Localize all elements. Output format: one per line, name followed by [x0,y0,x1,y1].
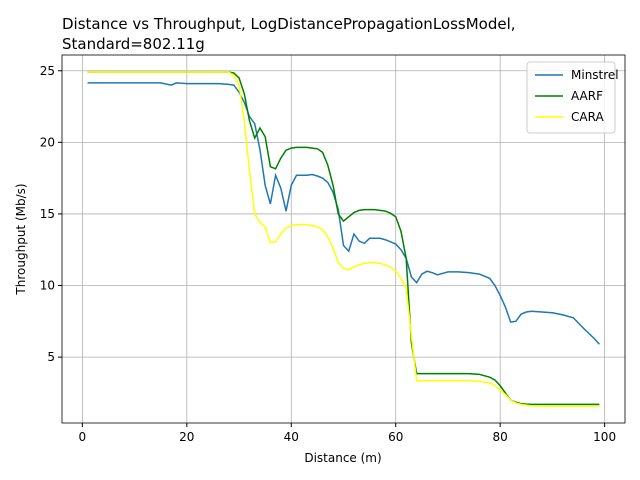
series-line [87,71,600,406]
legend-label: Minstrel [571,68,619,82]
x-tick-label: 100 [593,430,616,444]
y-axis-label: Throughput (Mb/s) [14,183,28,295]
series-line [87,71,600,407]
x-tick-label: 20 [179,430,194,444]
x-tick-label: 60 [388,430,403,444]
y-tick-label: 5 [47,350,55,364]
x-axis-label: Distance (m) [304,451,381,465]
series-line [87,82,600,345]
chart-title: Standard=802.11g [62,35,205,53]
legend-box [526,61,616,134]
y-tick-label: 15 [40,207,55,221]
legend-label: CARA [571,110,604,124]
y-tick-label: 20 [40,135,55,149]
chart-title: Distance vs Throughput, LogDistancePropa… [62,15,516,33]
legend-label: AARF [571,89,603,103]
plot-frame [61,54,626,424]
y-tick-label: 10 [40,279,55,293]
x-tick-label: 80 [493,430,508,444]
x-tick-label: 0 [79,430,87,444]
y-tick-label: 25 [40,64,55,78]
x-tick-label: 40 [284,430,299,444]
